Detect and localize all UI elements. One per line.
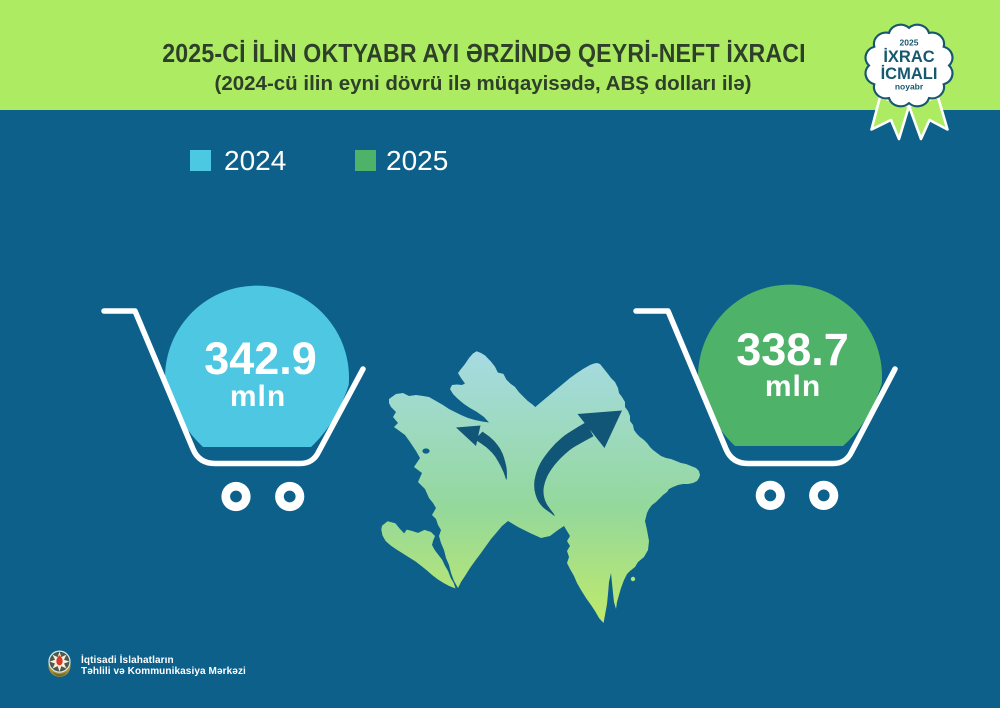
svg-text:noyabr: noyabr <box>895 82 924 92</box>
svg-text:338.7: 338.7 <box>736 324 849 375</box>
svg-text:2025: 2025 <box>900 38 919 48</box>
svg-text:342.9: 342.9 <box>204 333 317 384</box>
svg-text:mln: mln <box>230 380 286 413</box>
svg-text:mln: mln <box>765 370 821 403</box>
svg-text:İXRAC: İXRAC <box>883 48 934 66</box>
svg-text:İCMALI: İCMALI <box>881 65 938 83</box>
